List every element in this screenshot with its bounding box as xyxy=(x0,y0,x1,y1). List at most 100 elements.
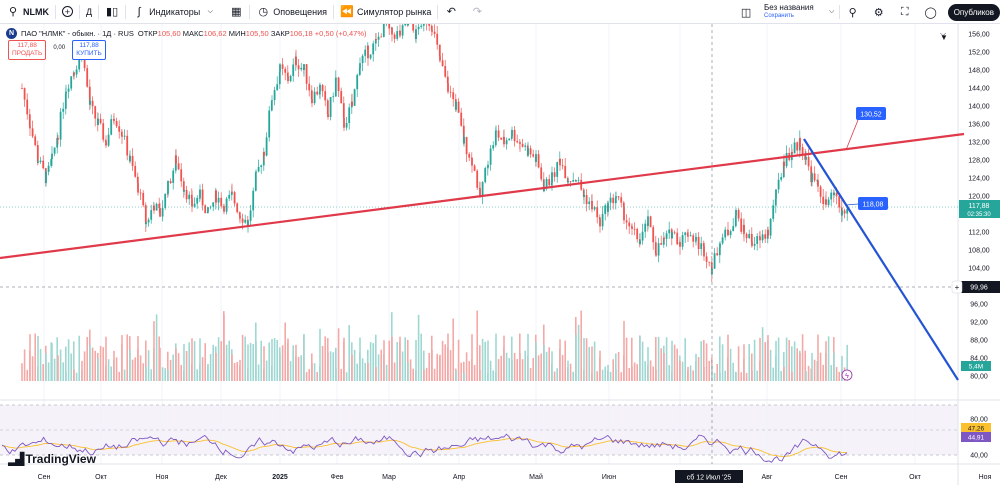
volume-bar xyxy=(417,314,420,381)
volume-bar xyxy=(372,343,374,381)
volume-bar xyxy=(588,346,590,381)
candle-body xyxy=(361,55,364,64)
publish-button[interactable]: Опубликов xyxy=(947,3,1000,21)
candle-body xyxy=(244,219,247,223)
crosshair-price-tag xyxy=(959,281,1000,293)
candle-body xyxy=(249,210,252,221)
symbol-search[interactable]: ⚲ NLMK xyxy=(0,0,55,24)
upper-target-label-box[interactable] xyxy=(856,107,886,120)
volume-bar xyxy=(846,344,848,381)
candle-body xyxy=(545,179,548,188)
red-trendline[interactable] xyxy=(0,132,965,260)
spread-value: 0,00 xyxy=(53,45,66,51)
candle-body xyxy=(169,181,172,183)
time-axis-label: Ноя xyxy=(156,474,169,481)
undo-icon: ↶ xyxy=(446,6,457,18)
pane-down-icon[interactable]: ▼ xyxy=(940,33,948,42)
volume-bar xyxy=(788,340,790,381)
volume-bar xyxy=(687,366,689,381)
undo-button[interactable]: ↶ xyxy=(438,0,464,24)
candle-body xyxy=(465,137,468,155)
redo-button[interactable]: ↷ xyxy=(464,0,490,24)
volume-bar xyxy=(215,352,217,381)
candle-body xyxy=(561,165,564,167)
candle-body xyxy=(783,161,785,167)
rsi-tag xyxy=(961,432,991,442)
candle-body xyxy=(45,171,47,184)
symbol-legend[interactable]: N ПАО "НЛМК" - обыкн. · 1Д · RUS ОТКР105… xyxy=(6,28,366,39)
blue-trendline[interactable] xyxy=(803,138,959,381)
volume-bar xyxy=(167,369,169,381)
candle-body xyxy=(647,216,649,226)
alerts-button[interactable]: ◷ Оповещения xyxy=(250,0,333,24)
candle-body xyxy=(471,158,473,166)
candle-body xyxy=(279,64,281,72)
lightning-icon[interactable] xyxy=(841,369,853,381)
volume-bar xyxy=(505,352,508,381)
compare-button[interactable]: + xyxy=(56,0,79,24)
lower-target-label-box[interactable] xyxy=(858,197,888,210)
candle-body xyxy=(129,156,131,162)
candle-body xyxy=(759,237,761,241)
settings-button[interactable]: ⚙ xyxy=(866,0,892,24)
volume-bar xyxy=(479,370,481,381)
interval-button[interactable]: Д xyxy=(80,0,98,24)
candle-body xyxy=(121,135,123,137)
candle-body xyxy=(743,224,745,234)
price-axis-label: 156,00 xyxy=(968,32,990,39)
quick-search-button[interactable]: ⚲ xyxy=(840,0,866,24)
volume-bar xyxy=(791,371,793,381)
volume-bar xyxy=(252,343,254,381)
buy-button[interactable]: 117,88 КУПИТЬ xyxy=(72,40,106,60)
indicators-icon: ∫ xyxy=(137,5,141,18)
candle-body xyxy=(620,197,623,203)
replay-button[interactable]: ⏪ Симулятор рынка xyxy=(334,0,437,24)
fullscreen-button[interactable]: ⛶ xyxy=(892,0,918,24)
candle-body xyxy=(775,189,777,199)
volume-bar xyxy=(255,341,257,381)
volume-bar xyxy=(601,369,604,381)
indicators-button[interactable]: ∫ Индикаторы ⌵ xyxy=(126,0,223,24)
snapshot-button[interactable]: ◯ xyxy=(918,0,944,24)
sell-button[interactable]: 117,88 ПРОДАТЬ xyxy=(8,40,47,60)
volume-bar xyxy=(91,347,94,381)
volume-bar xyxy=(700,341,702,381)
candle-body xyxy=(446,76,449,84)
candle-body xyxy=(508,138,511,141)
candle-body xyxy=(257,167,260,172)
candle-body xyxy=(233,192,236,204)
templates-button[interactable]: ▦ xyxy=(223,0,249,24)
candle-body xyxy=(83,57,86,69)
volume-bar xyxy=(561,354,564,381)
candle-body xyxy=(358,67,361,75)
volume-bar xyxy=(567,360,569,381)
candle-body xyxy=(727,229,729,236)
candle-body xyxy=(580,179,583,190)
candle-body xyxy=(697,236,700,249)
candle-body xyxy=(551,172,553,183)
candle-body xyxy=(172,170,175,183)
volume-bar xyxy=(811,352,813,381)
chart-type-button[interactable]: ▮▯ xyxy=(99,0,125,24)
volume-bar xyxy=(495,333,497,381)
volume-bar xyxy=(737,346,740,381)
candle-body xyxy=(663,237,665,239)
candle-body xyxy=(115,120,118,127)
volume-bar xyxy=(537,355,540,381)
candle-body xyxy=(26,99,29,115)
bar-countdown: 02:35:30 xyxy=(967,212,991,218)
candle-body xyxy=(86,68,89,87)
layout-selector[interactable]: ◫ Без названия Сохранить ⌵ xyxy=(739,0,839,24)
volume-bar xyxy=(684,338,686,381)
chart-canvas[interactable]: 130,52 118,08 156,00 152,00 148,00 144,00 14… xyxy=(0,24,1000,485)
candle-body xyxy=(380,36,383,38)
volume-bar xyxy=(297,356,300,381)
tradingview-logo[interactable]: ▂▟ TradingView xyxy=(8,452,96,466)
crosshair-date-tag xyxy=(675,470,743,483)
add-alert-plus[interactable] xyxy=(951,280,963,294)
time-axis[interactable]: Сен Окт Ноя Дек 2025 Фев Мар Апр Май Июн Авг Сен Окт… xyxy=(38,473,992,481)
volume-bar xyxy=(225,344,228,381)
volume-bar xyxy=(655,369,657,381)
pane-up-icon[interactable]: ⌵ xyxy=(940,29,946,38)
candle-body xyxy=(529,148,532,155)
